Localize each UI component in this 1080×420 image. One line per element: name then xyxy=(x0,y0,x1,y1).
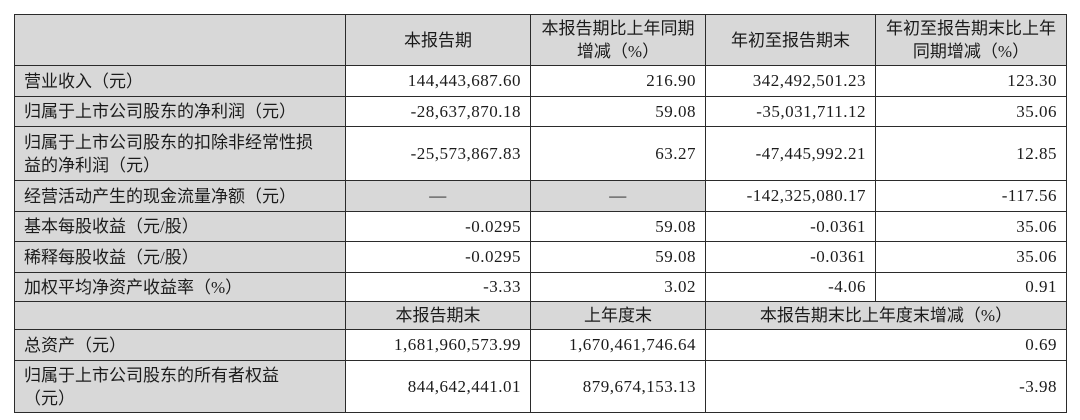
value-cell: -35,031,711.12 xyxy=(705,96,876,127)
value-cell: -117.56 xyxy=(875,180,1067,212)
row-label: 总资产（元） xyxy=(14,329,346,361)
value-cell: -0.0295 xyxy=(345,211,531,242)
value-cell: -3.98 xyxy=(705,360,1067,413)
value-cell: 144,443,687.60 xyxy=(345,65,531,97)
value-cell: -28,637,870.18 xyxy=(345,96,531,127)
value-cell: 0.91 xyxy=(875,272,1067,302)
value-cell: 879,674,153.13 xyxy=(530,360,706,413)
table-row-net-profit: 归属于上市公司股东的净利润（元） -28,637,870.18 59.08 -3… xyxy=(14,96,1067,127)
value-cell: 59.08 xyxy=(530,241,706,273)
header-ytd-yoy: 年初至报告期末比上年同期增减（%） xyxy=(875,14,1067,66)
table-row-owners-equity: 归属于上市公司股东的所有者权益（元） 844,642,441.01 879,67… xyxy=(14,360,1067,413)
value-cell: -47,445,992.21 xyxy=(705,126,876,181)
row-label: 稀释每股收益（元/股） xyxy=(14,241,346,273)
na-cell: — xyxy=(345,180,531,212)
row-label: 归属于上市公司股东的净利润（元） xyxy=(14,96,346,127)
value-cell: 12.85 xyxy=(875,126,1067,181)
header-corner-cell xyxy=(14,301,346,330)
value-cell: 342,492,501.23 xyxy=(705,65,876,97)
header-corner-cell xyxy=(14,14,346,66)
header-prev-year-end: 上年度末 xyxy=(530,301,706,330)
table-header-row-period-end: 本报告期末 上年度末 本报告期末比上年度末增减（%） xyxy=(14,301,1067,330)
value-cell: 35.06 xyxy=(875,96,1067,127)
row-label: 基本每股收益（元/股） xyxy=(14,211,346,242)
report-page: 本报告期 本报告期比上年同期增减（%） 年初至报告期末 年初至报告期末比上年同期… xyxy=(0,14,1080,420)
value-cell: 3.02 xyxy=(530,272,706,302)
value-cell: 1,681,960,573.99 xyxy=(345,329,531,361)
table-header-row-period: 本报告期 本报告期比上年同期增减（%） 年初至报告期末 年初至报告期末比上年同期… xyxy=(14,14,1067,66)
header-current-period: 本报告期 xyxy=(345,14,531,66)
row-label: 归属于上市公司股东的所有者权益（元） xyxy=(14,360,346,413)
value-cell: 35.06 xyxy=(875,241,1067,273)
header-period-end-change: 本报告期末比上年度末增减（%） xyxy=(705,301,1067,330)
row-label: 归属于上市公司股东的扣除非经常性损益的净利润（元） xyxy=(14,126,346,181)
value-cell: 0.69 xyxy=(705,329,1067,361)
value-cell: 59.08 xyxy=(530,96,706,127)
na-cell: — xyxy=(530,180,706,212)
table-row-total-assets: 总资产（元） 1,681,960,573.99 1,670,461,746.64… xyxy=(14,329,1067,361)
value-cell: 35.06 xyxy=(875,211,1067,242)
table-row-weighted-avg-roe: 加权平均净资产收益率（%） -3.33 3.02 -4.06 0.91 xyxy=(14,272,1067,302)
value-cell: 216.90 xyxy=(530,65,706,97)
table-row-operating-revenue: 营业收入（元） 144,443,687.60 216.90 342,492,50… xyxy=(14,65,1067,97)
row-label: 加权平均净资产收益率（%） xyxy=(14,272,346,302)
value-cell: 59.08 xyxy=(530,211,706,242)
header-current-period-yoy: 本报告期比上年同期增减（%） xyxy=(530,14,706,66)
header-period-end: 本报告期末 xyxy=(345,301,531,330)
value-cell: -0.0295 xyxy=(345,241,531,273)
value-cell: 63.27 xyxy=(530,126,706,181)
value-cell: -4.06 xyxy=(705,272,876,302)
row-label: 营业收入（元） xyxy=(14,65,346,97)
table-row-basic-eps: 基本每股收益（元/股） -0.0295 59.08 -0.0361 35.06 xyxy=(14,211,1067,242)
row-label: 经营活动产生的现金流量净额（元） xyxy=(14,180,346,212)
value-cell: -3.33 xyxy=(345,272,531,302)
value-cell: -25,573,867.83 xyxy=(345,126,531,181)
table-row-net-profit-excl-nonrecurring: 归属于上市公司股东的扣除非经常性损益的净利润（元） -25,573,867.83… xyxy=(14,126,1067,181)
value-cell: -0.0361 xyxy=(705,241,876,273)
header-ytd: 年初至报告期末 xyxy=(705,14,876,66)
value-cell: 844,642,441.01 xyxy=(345,360,531,413)
value-cell: 1,670,461,746.64 xyxy=(530,329,706,361)
table-row-operating-cash-flow: 经营活动产生的现金流量净额（元） — — -142,325,080.17 -11… xyxy=(14,180,1067,212)
value-cell: 123.30 xyxy=(875,65,1067,97)
value-cell: -142,325,080.17 xyxy=(705,180,876,212)
table-row-diluted-eps: 稀释每股收益（元/股） -0.0295 59.08 -0.0361 35.06 xyxy=(14,241,1067,273)
value-cell: -0.0361 xyxy=(705,211,876,242)
financial-summary-table: 本报告期 本报告期比上年同期增减（%） 年初至报告期末 年初至报告期末比上年同期… xyxy=(14,14,1067,413)
